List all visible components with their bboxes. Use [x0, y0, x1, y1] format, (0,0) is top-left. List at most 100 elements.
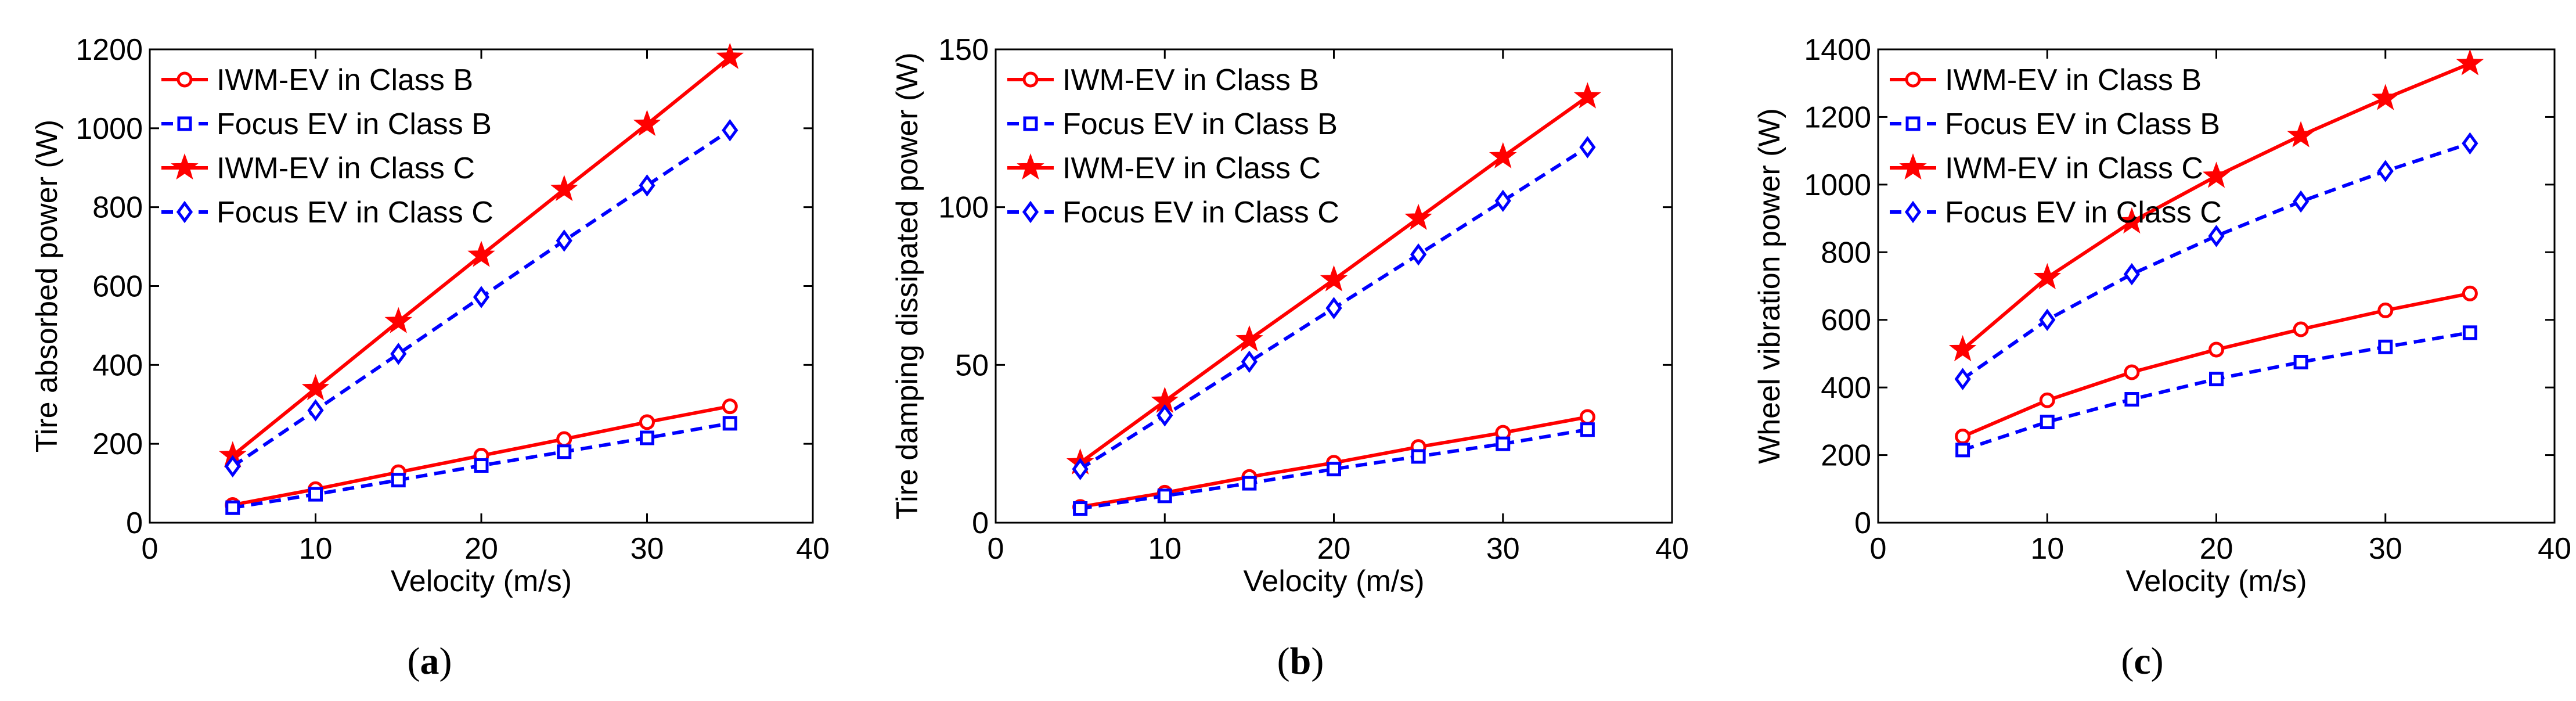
data-point	[2378, 339, 2393, 354]
legend-marker	[1022, 200, 1039, 224]
legend-label: IWM-EV in Class B	[1945, 63, 2202, 97]
data-point	[2377, 302, 2394, 318]
data-point	[1955, 429, 1971, 445]
data-point	[1494, 189, 1511, 213]
series-4	[224, 119, 738, 478]
y-tick-label: 600	[92, 270, 143, 304]
data-point	[2462, 132, 2478, 155]
y-axis-label: Wheel vibration power (W)	[1753, 108, 1786, 464]
x-tick-label: 30	[2369, 532, 2402, 566]
data-point	[556, 229, 572, 252]
x-tick-label: 40	[2538, 532, 2571, 566]
data-point	[1241, 350, 1258, 373]
y-tick-label: 0	[126, 506, 143, 540]
data-point	[2208, 225, 2225, 247]
data-point	[2039, 392, 2055, 408]
data-point	[1157, 404, 1173, 427]
data-point	[1489, 142, 1517, 168]
legend-marker	[176, 200, 193, 224]
data-point	[2209, 372, 2224, 387]
y-tick-label: 50	[955, 348, 989, 382]
caption-close-paren: )	[2151, 640, 2164, 682]
legend-label: Focus EV in Class C	[1062, 196, 1339, 229]
data-point	[2123, 263, 2140, 286]
legend-marker	[1905, 116, 1921, 131]
data-point	[2202, 161, 2231, 188]
data-point	[390, 343, 407, 365]
data-point	[1580, 422, 1595, 437]
data-point	[301, 374, 330, 401]
legend: IWM-EV in Class B Focus EV in Class B IWM-…	[1007, 63, 1339, 229]
chart-panel-3: 0 10 20 30 400200400600800100012001400Veloci…	[1753, 33, 2571, 682]
y-tick-label: 200	[1821, 439, 1871, 473]
x-tick-label: 20	[464, 532, 498, 566]
legend-marker	[1022, 71, 1039, 88]
legend-label: Focus EV in Class B	[1062, 107, 1338, 141]
legend-label: Focus EV in Class B	[1945, 107, 2220, 141]
data-point	[1325, 297, 1342, 319]
series-4	[1072, 136, 1596, 480]
y-tick-label: 1400	[1804, 33, 1871, 67]
data-point	[391, 473, 406, 488]
data-point	[2293, 321, 2309, 337]
y-tick-label: 0	[1854, 506, 1871, 540]
data-point	[307, 399, 324, 422]
panel-caption: (b)	[1277, 640, 1324, 682]
legend: IWM-EV in Class B Focus EV in Class B IWM-…	[1890, 63, 2222, 229]
data-point	[1496, 436, 1511, 451]
data-point	[224, 455, 241, 478]
data-point	[225, 500, 240, 515]
data-point	[722, 119, 738, 142]
x-tick-label: 30	[631, 532, 664, 566]
caption-open-paren: (	[2121, 640, 2134, 682]
data-point	[2118, 207, 2146, 234]
data-point	[1235, 325, 1263, 352]
legend-label: Focus EV in Class B	[217, 107, 492, 141]
caption-open-paren: (	[1277, 640, 1290, 682]
data-point	[384, 307, 413, 333]
caption-letter: c	[2134, 640, 2150, 682]
y-tick-label: 0	[972, 506, 989, 540]
legend-label: Focus EV in Class C	[217, 196, 493, 229]
data-point	[1954, 368, 1971, 390]
data-point	[308, 487, 323, 502]
data-point	[1579, 409, 1595, 425]
x-tick-label: 40	[1655, 532, 1689, 566]
legend-marker	[1023, 116, 1038, 131]
x-tick-label: 20	[1317, 532, 1351, 566]
data-point	[556, 431, 572, 447]
data-point	[1948, 335, 1977, 362]
x-tick-label: 10	[1148, 532, 1181, 566]
data-point	[2293, 354, 2308, 369]
y-tick-label: 150	[938, 33, 989, 67]
data-point	[1320, 265, 1348, 292]
data-point	[2377, 160, 2394, 182]
y-tick-label: 1000	[1804, 168, 1871, 202]
data-point	[474, 458, 489, 473]
data-point	[1327, 462, 1341, 477]
panel-caption: (a)	[408, 640, 452, 682]
series-2	[1073, 422, 1595, 516]
series-2	[225, 416, 737, 515]
y-axis-label: Tire damping dissipated power (W)	[891, 52, 924, 519]
data-point	[2287, 121, 2315, 148]
data-point	[467, 240, 495, 267]
series-2	[1955, 325, 2477, 458]
data-point	[1404, 203, 1432, 230]
data-point	[2039, 308, 2056, 331]
data-point	[2371, 84, 2400, 110]
legend-marker	[1899, 153, 1927, 180]
data-point	[2462, 325, 2477, 340]
series-3	[218, 42, 744, 468]
data-point	[1242, 476, 1257, 491]
legend-marker	[176, 71, 193, 88]
y-tick-label: 200	[92, 427, 143, 461]
chart-panel-2: 0 10 20 30 40 0 50 100 150 Velocity (m/s) Tire dam…	[891, 33, 1689, 682]
y-tick-label: 100	[938, 191, 989, 225]
legend-label: IWM-EV in Class C	[1945, 152, 2203, 185]
y-tick-label: 600	[1821, 304, 1871, 337]
y-tick-label: 800	[92, 191, 143, 225]
x-tick-label: 10	[2030, 532, 2064, 566]
